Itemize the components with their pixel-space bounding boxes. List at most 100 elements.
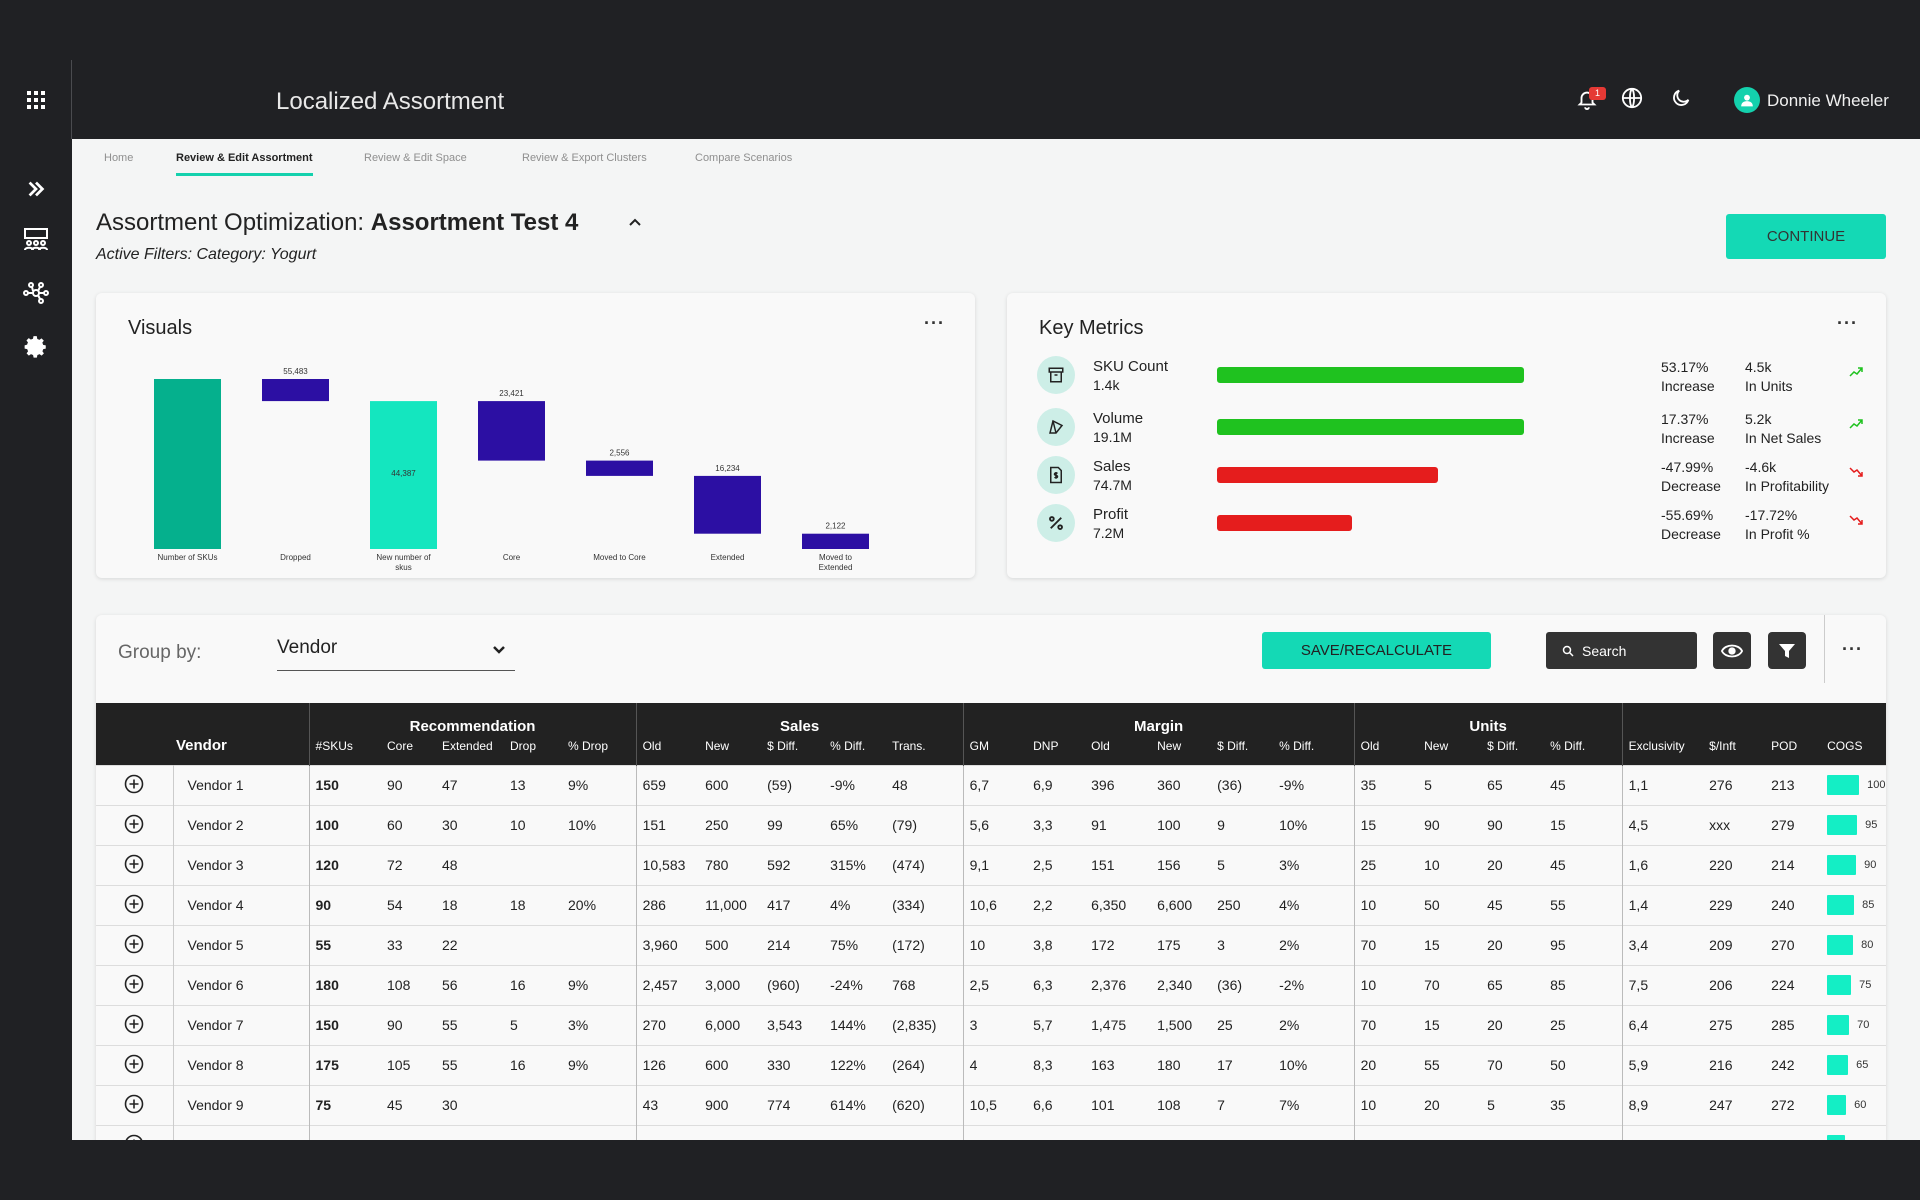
- expand-row-button[interactable]: [96, 924, 174, 965]
- filter-button[interactable]: [1768, 632, 1806, 669]
- tab-review-edit-assortment[interactable]: Review & Edit Assortment: [176, 152, 313, 176]
- column-header[interactable]: Trans.: [886, 737, 964, 765]
- language-button[interactable]: [1621, 87, 1643, 114]
- column-header[interactable]: % Diff.: [1544, 737, 1623, 765]
- cogs-value: 100: [1867, 779, 1886, 791]
- metric-percent-value: 17.37%: [1661, 411, 1709, 427]
- column-header[interactable]: POD: [1771, 739, 1798, 753]
- avatar[interactable]: [1734, 87, 1760, 113]
- group-by-select[interactable]: Vendor: [277, 633, 515, 671]
- waterfall-bar[interactable]: [262, 379, 329, 402]
- sidebar-item-settings[interactable]: [22, 333, 50, 361]
- key-metrics-more-button[interactable]: ···: [1837, 313, 1858, 333]
- table-cell: 270: [636, 1004, 700, 1045]
- cogs-value: 65: [1856, 1059, 1869, 1071]
- table-cell: 3,000: [699, 964, 762, 1005]
- table-cell: 5: [1418, 764, 1482, 805]
- expand-sidebar-button[interactable]: [22, 175, 50, 203]
- expand-row-button[interactable]: [96, 844, 174, 885]
- table-cell: 7: [504, 1124, 563, 1140]
- column-header[interactable]: #SKUs: [315, 739, 353, 753]
- column-header[interactable]: Extended: [442, 739, 493, 753]
- cogs-cell: 90: [1821, 844, 1886, 885]
- vendor-name: Vendor 10: [173, 1124, 310, 1140]
- metric-row: SKU Count 1.4k 53.17% Increase 4.5k In Units: [1037, 356, 1877, 406]
- waterfall-category-label: Core: [503, 553, 521, 562]
- column-header[interactable]: GM: [969, 739, 989, 753]
- column-header[interactable]: Exclusivity: [1628, 739, 1685, 753]
- waterfall-bar[interactable]: [478, 401, 545, 461]
- table-row[interactable]: Vendor 3 120 72 48 10,583 780 592 315% (474) 9,1 2…: [96, 844, 1886, 885]
- column-header[interactable]: % Drop: [562, 737, 637, 765]
- table-more-button[interactable]: ···: [1842, 639, 1863, 659]
- collapse-title-button[interactable]: [627, 214, 643, 235]
- save-recalculate-button[interactable]: SAVE/RECALCULATE: [1262, 632, 1491, 669]
- expand-row-button[interactable]: [96, 884, 174, 925]
- table-row[interactable]: Vendor 6 180 108 56 16 9% 2,457 3,000 (960) -24% 7…: [96, 964, 1886, 1005]
- cogs-bar: [1827, 775, 1860, 795]
- column-header[interactable]: Old: [1091, 739, 1110, 753]
- tab-review-export-clusters[interactable]: Review & Export Clusters: [522, 152, 647, 164]
- sidebar-item-clusters[interactable]: [22, 279, 50, 307]
- table-cell: 35: [1544, 1084, 1623, 1125]
- column-header[interactable]: % Diff.: [830, 739, 866, 753]
- search-input[interactable]: Search: [1546, 632, 1697, 669]
- table-cell: (2,835): [886, 1004, 964, 1045]
- column-header[interactable]: DNP: [1033, 739, 1059, 753]
- column-header[interactable]: Core: [387, 739, 414, 753]
- column-header[interactable]: Drop: [510, 739, 537, 753]
- visuals-more-button[interactable]: ···: [924, 313, 945, 333]
- table-row[interactable]: Vendor 5 55 33 22 3,960 500 214 75% (172) 10 3,8 17…: [96, 924, 1886, 965]
- apps-grid-button[interactable]: [0, 60, 72, 139]
- column-header[interactable]: New: [705, 739, 730, 753]
- vendor-name: Vendor 8: [173, 1044, 310, 1085]
- table-cell: 4,5: [1622, 804, 1704, 845]
- column-header[interactable]: $ Diff.: [1217, 739, 1249, 753]
- notification-badge: 1: [1589, 87, 1606, 100]
- tab-home[interactable]: Home: [104, 152, 134, 164]
- tab-compare-scenarios[interactable]: Compare Scenarios: [695, 152, 793, 164]
- table-cell: 3,4: [1622, 924, 1704, 965]
- column-header[interactable]: New: [1424, 739, 1449, 753]
- waterfall-bar[interactable]: [802, 533, 869, 549]
- expand-row-button[interactable]: [96, 1124, 174, 1140]
- column-header[interactable]: COGS: [1827, 739, 1863, 753]
- table-row[interactable]: Vendor 4 90 54 18 18 20% 286 11,000 417 4% (334) 10…: [96, 884, 1886, 925]
- column-header[interactable]: Old: [642, 739, 662, 753]
- waterfall-bar[interactable]: [154, 379, 221, 549]
- column-header[interactable]: New: [1157, 739, 1182, 753]
- column-header[interactable]: Old: [1360, 739, 1380, 753]
- expand-row-button[interactable]: [96, 1044, 174, 1085]
- waterfall-bar[interactable]: [370, 401, 437, 549]
- expand-row-button[interactable]: [96, 964, 174, 1005]
- table-row[interactable]: Vendor 7 150 90 55 5 3% 270 6,000 3,543 144% (2,83…: [96, 1004, 1886, 1045]
- dark-mode-toggle[interactable]: [1670, 87, 1692, 114]
- sidebar-item-stores[interactable]: [22, 225, 50, 253]
- column-header[interactable]: $ Diff.: [1487, 739, 1519, 753]
- expand-row-button[interactable]: [96, 764, 174, 805]
- table-row[interactable]: Vendor 9 75 45 30 43 900 774 614% (620) 10,5 6,6 10…: [96, 1084, 1886, 1125]
- table-cell: (474): [886, 844, 964, 885]
- waterfall-bar[interactable]: [694, 475, 761, 534]
- expand-row-button[interactable]: [96, 804, 174, 845]
- cogs-bar: [1827, 895, 1855, 915]
- tab-review-edit-space[interactable]: Review & Edit Space: [364, 152, 467, 164]
- continue-button[interactable]: CONTINUE: [1726, 214, 1886, 259]
- column-header[interactable]: $ Diff.: [767, 739, 799, 753]
- expand-row-button[interactable]: [96, 1004, 174, 1045]
- expand-row-button[interactable]: [96, 1084, 174, 1125]
- table-row[interactable]: Vendor 1 150 90 47 13 9% 659 600 (59) -9% 48 6,7 6,9…: [96, 764, 1886, 805]
- column-header[interactable]: $/Inft: [1709, 739, 1736, 753]
- user-name[interactable]: Donnie Wheeler: [1767, 91, 1889, 110]
- table-row[interactable]: Vendor 10150905375%11,143803787%(30)7,47…: [96, 1124, 1886, 1140]
- table-row[interactable]: Vendor 8 175 105 55 16 9% 126 600 330 122% (264) 4 8…: [96, 1044, 1886, 1085]
- moon-icon: [1673, 89, 1690, 106]
- table-cell: 16: [504, 964, 563, 1005]
- table-cell: 315%: [824, 844, 887, 885]
- page-title: Assortment Optimization: Assortment Test…: [96, 209, 578, 237]
- waterfall-bar[interactable]: [586, 460, 653, 476]
- column-header[interactable]: % Diff.: [1273, 737, 1355, 765]
- visibility-button[interactable]: [1713, 632, 1751, 669]
- plus-circle-icon: [124, 814, 144, 833]
- table-row[interactable]: Vendor 2 100 60 30 10 10% 151 250 99 65% (79) 5,6 3,…: [96, 804, 1886, 845]
